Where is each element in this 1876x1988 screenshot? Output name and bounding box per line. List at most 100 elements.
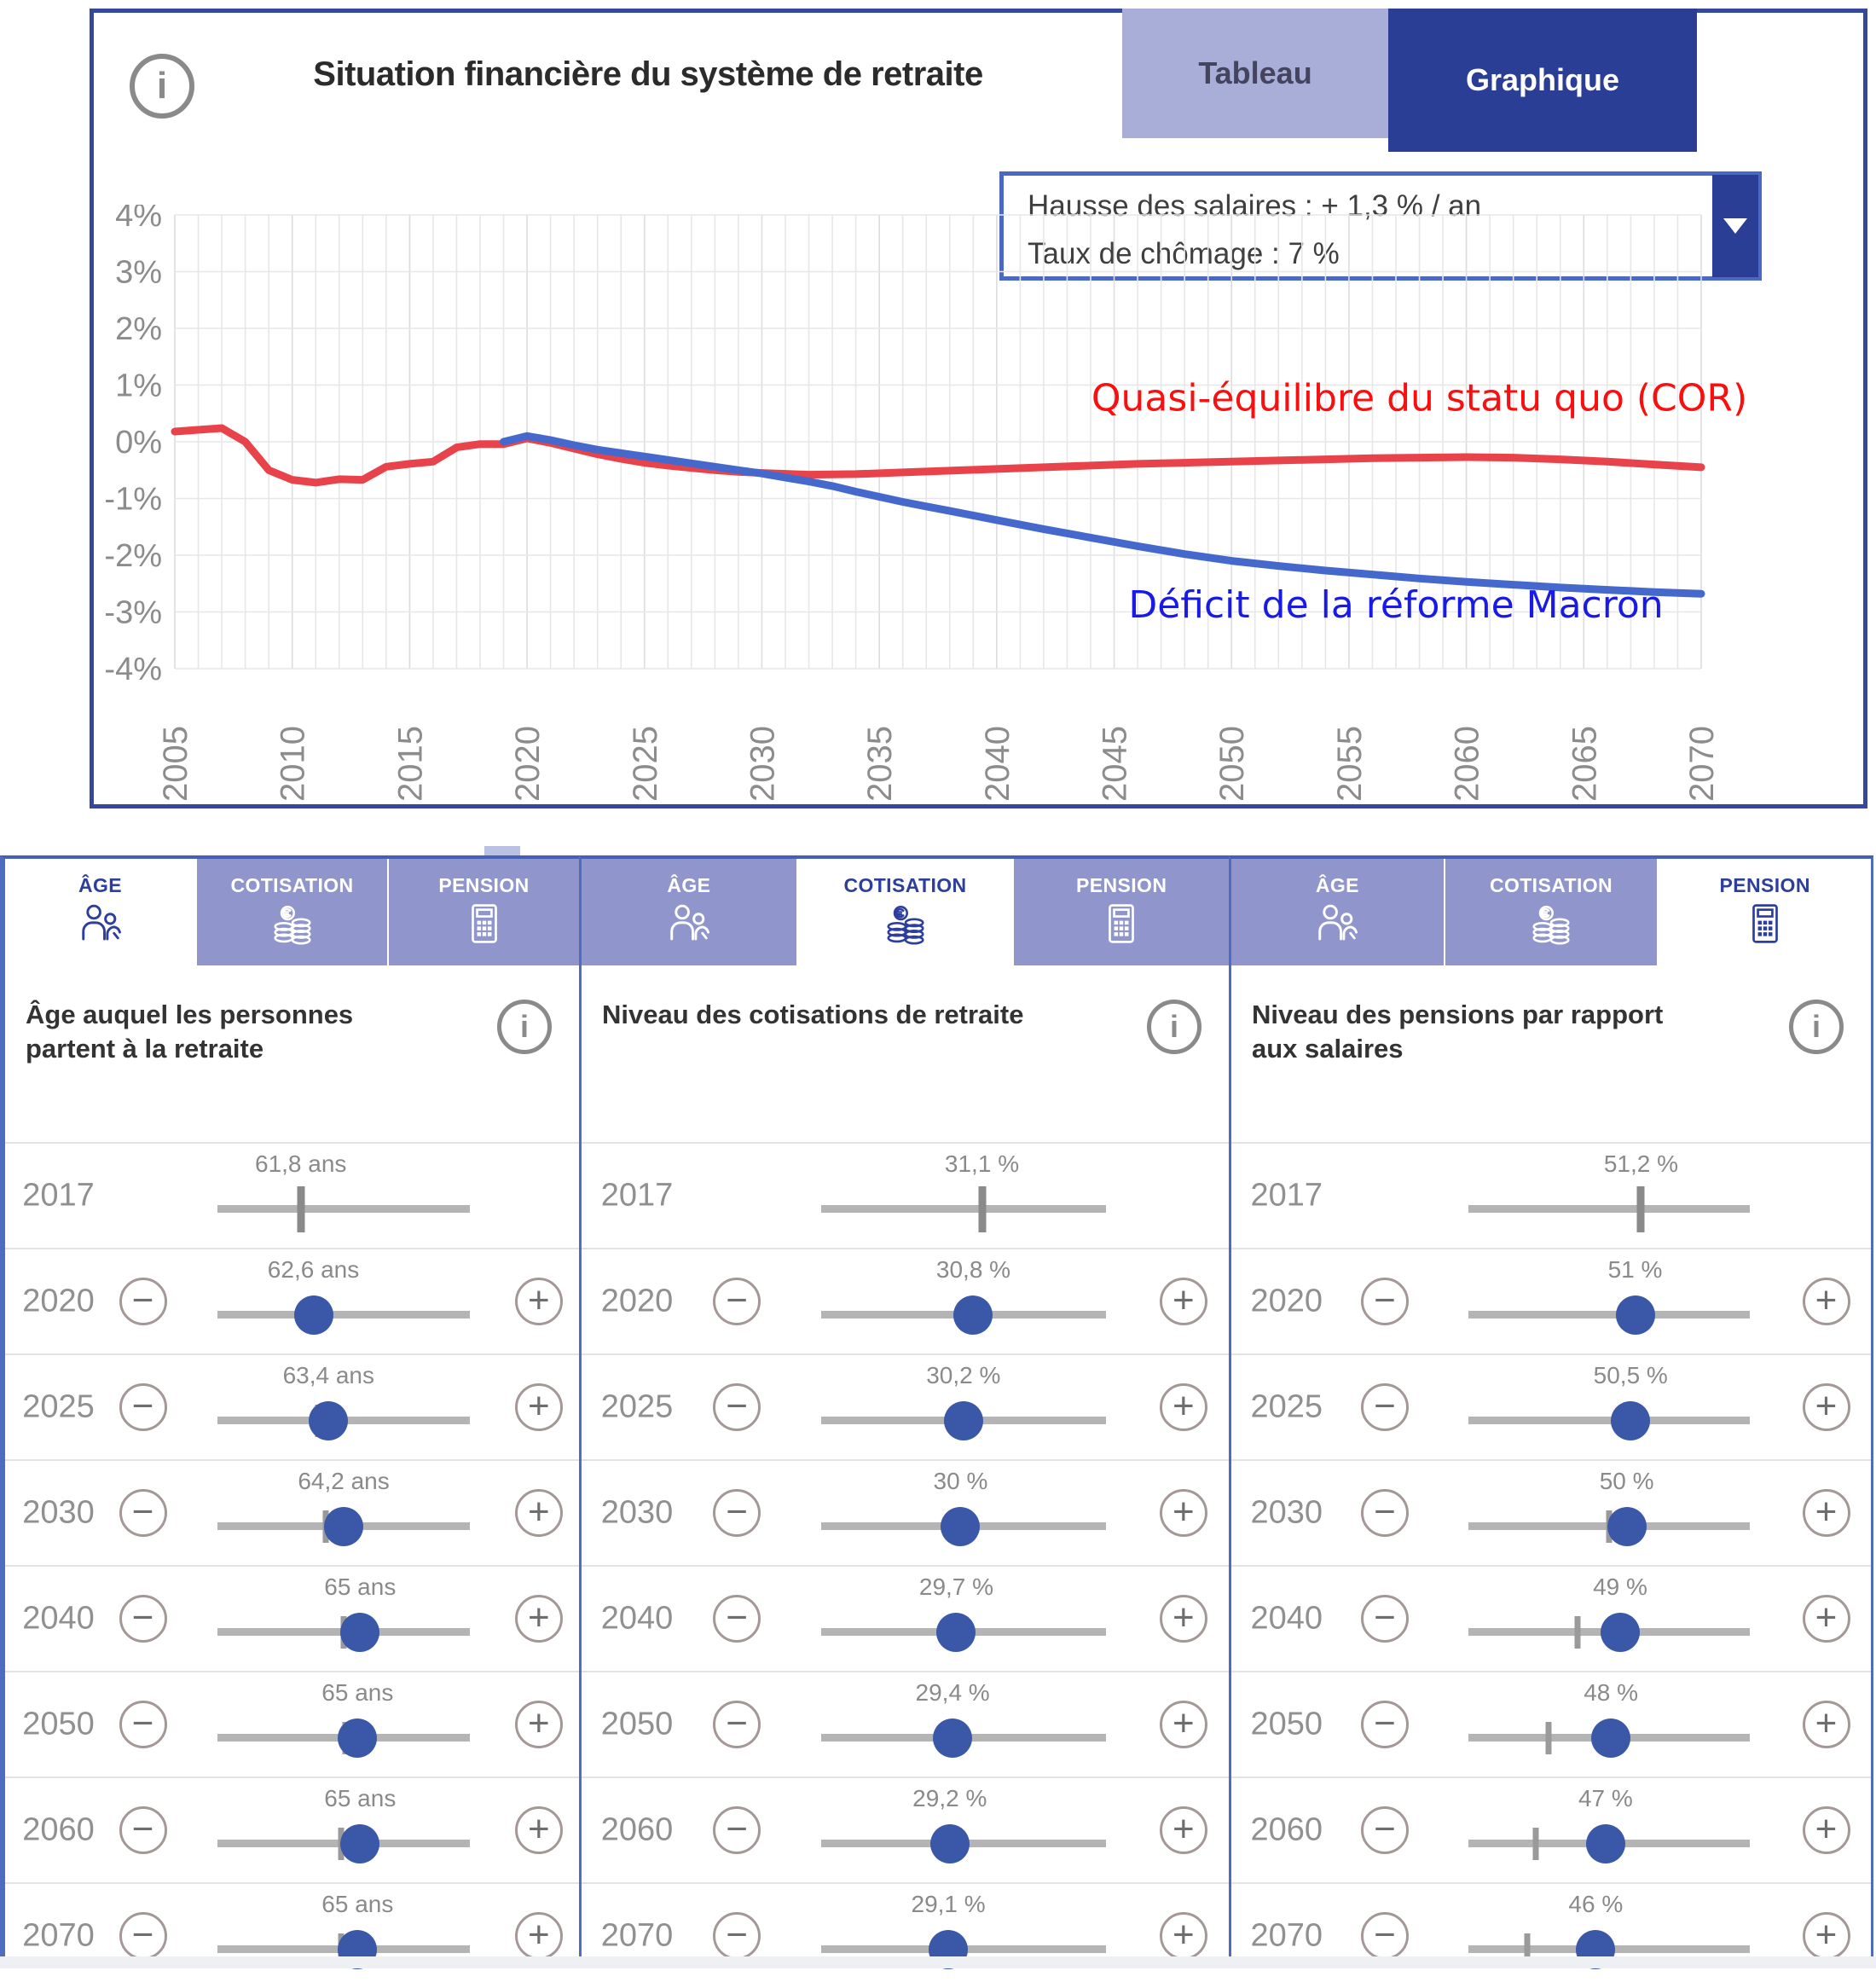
slider[interactable]: 47 %	[1468, 1778, 1750, 1882]
slider[interactable]: 29,2 %	[820, 1778, 1106, 1882]
decrease-button[interactable]: −	[119, 1489, 167, 1537]
increase-button[interactable]: +	[514, 1489, 563, 1537]
decrease-button[interactable]: −	[1361, 1383, 1409, 1431]
decrease-button[interactable]: −	[713, 1489, 761, 1537]
tab-pension[interactable]: PENSION	[1659, 859, 1872, 965]
slider-thumb[interactable]	[340, 1824, 380, 1863]
slider[interactable]: 65 ans	[217, 1672, 471, 1776]
tab-tableau[interactable]: Tableau	[1122, 9, 1388, 138]
info-icon[interactable]: i	[1789, 1000, 1844, 1054]
increase-button[interactable]: +	[1802, 1701, 1850, 1748]
increase-button[interactable]: +	[1159, 1595, 1207, 1643]
decrease-button[interactable]: −	[713, 1595, 761, 1643]
tab-graphique[interactable]: Graphique	[1388, 9, 1697, 152]
slider[interactable]: 30 %	[820, 1461, 1106, 1565]
slider[interactable]: 51 %	[1468, 1249, 1750, 1353]
decrease-button[interactable]: −	[1361, 1912, 1409, 1960]
increase-button[interactable]: +	[514, 1912, 563, 1960]
decrease-button[interactable]: −	[713, 1912, 761, 1960]
horizontal-scrollbar-thumb[interactable]	[484, 846, 520, 856]
slider-thumb[interactable]	[1615, 1295, 1655, 1335]
scenario-select[interactable]: Hausse des salaires : + 1,3 % / an Taux …	[999, 171, 1762, 281]
slider[interactable]: 31,1 %	[820, 1144, 1106, 1248]
decrease-button[interactable]: −	[119, 1595, 167, 1643]
slider[interactable]: 65 ans	[217, 1778, 471, 1882]
decrease-button[interactable]: −	[713, 1383, 761, 1431]
slider-track[interactable]	[1468, 1311, 1750, 1319]
tab-age[interactable]: ÂGE	[1231, 859, 1445, 965]
slider[interactable]: 29,4 %	[820, 1672, 1106, 1776]
decrease-button[interactable]: −	[119, 1701, 167, 1748]
tab-cotisation[interactable]: COTISATION	[1445, 859, 1659, 965]
slider-thumb[interactable]	[1611, 1401, 1651, 1440]
slider-thumb[interactable]	[340, 1613, 380, 1652]
slider[interactable]: 51,2 %	[1468, 1144, 1750, 1248]
tab-cotisation[interactable]: COTISATION	[797, 859, 1015, 965]
increase-button[interactable]: +	[1159, 1278, 1207, 1325]
decrease-button[interactable]: −	[1361, 1701, 1409, 1748]
slider-thumb[interactable]	[941, 1507, 981, 1546]
decrease-button[interactable]: −	[1361, 1489, 1409, 1537]
increase-button[interactable]: +	[514, 1383, 563, 1431]
increase-button[interactable]: +	[1802, 1595, 1850, 1643]
tab-cotisation[interactable]: COTISATION	[197, 859, 389, 965]
slider[interactable]: 50 %	[1468, 1461, 1750, 1565]
slider-thumb[interactable]	[943, 1401, 983, 1440]
decrease-button[interactable]: −	[713, 1806, 761, 1854]
slider-thumb[interactable]	[1607, 1507, 1647, 1546]
tab-pension[interactable]: PENSION	[1014, 859, 1230, 965]
slider-thumb[interactable]	[936, 1613, 976, 1652]
slider[interactable]: 65 ans	[217, 1884, 471, 1988]
slider[interactable]: 61,8 ans	[217, 1144, 471, 1248]
slider-thumb[interactable]	[293, 1295, 333, 1335]
slider-track[interactable]	[1468, 1205, 1750, 1213]
chevron-down-icon[interactable]	[1712, 175, 1758, 277]
increase-button[interactable]: +	[514, 1278, 563, 1325]
increase-button[interactable]: +	[1159, 1912, 1207, 1960]
decrease-button[interactable]: −	[713, 1701, 761, 1748]
increase-button[interactable]: +	[1159, 1383, 1207, 1431]
increase-button[interactable]: +	[1159, 1701, 1207, 1748]
increase-button[interactable]: +	[514, 1701, 563, 1748]
decrease-button[interactable]: −	[119, 1912, 167, 1960]
slider-thumb[interactable]	[1576, 1930, 1616, 1969]
slider-thumb[interactable]	[929, 1930, 969, 1969]
decrease-button[interactable]: −	[713, 1278, 761, 1325]
increase-button[interactable]: +	[1802, 1383, 1850, 1431]
slider[interactable]: 29,1 %	[820, 1884, 1106, 1988]
increase-button[interactable]: +	[1159, 1806, 1207, 1854]
decrease-button[interactable]: −	[1361, 1806, 1409, 1854]
info-icon[interactable]: i	[1147, 1000, 1201, 1054]
decrease-button[interactable]: −	[119, 1383, 167, 1431]
slider[interactable]: 64,2 ans	[217, 1461, 471, 1565]
slider-track[interactable]	[1468, 1417, 1750, 1424]
slider-track[interactable]	[820, 1205, 1106, 1213]
decrease-button[interactable]: −	[119, 1278, 167, 1325]
increase-button[interactable]: +	[1159, 1489, 1207, 1537]
slider[interactable]: 62,6 ans	[217, 1249, 471, 1353]
increase-button[interactable]: +	[1802, 1489, 1850, 1537]
slider-thumb[interactable]	[1591, 1718, 1631, 1758]
slider[interactable]: 30,2 %	[820, 1355, 1106, 1459]
slider[interactable]: 46 %	[1468, 1884, 1750, 1988]
increase-button[interactable]: +	[514, 1595, 563, 1643]
increase-button[interactable]: +	[1802, 1806, 1850, 1854]
slider-thumb[interactable]	[1585, 1824, 1625, 1863]
tab-age[interactable]: ÂGE	[582, 859, 798, 965]
info-icon[interactable]: i	[130, 54, 194, 119]
slider[interactable]: 65 ans	[217, 1567, 471, 1671]
slider-thumb[interactable]	[933, 1718, 973, 1758]
slider[interactable]: 63,4 ans	[217, 1355, 471, 1459]
increase-button[interactable]: +	[514, 1806, 563, 1854]
tab-pension[interactable]: PENSION	[389, 859, 579, 965]
slider-track[interactable]	[217, 1205, 471, 1213]
slider-thumb[interactable]	[338, 1718, 378, 1758]
slider-thumb[interactable]	[953, 1295, 993, 1335]
increase-button[interactable]: +	[1802, 1912, 1850, 1960]
slider-thumb[interactable]	[309, 1401, 349, 1440]
info-icon[interactable]: i	[497, 1000, 552, 1054]
slider-track[interactable]	[217, 1311, 471, 1319]
slider-thumb[interactable]	[1601, 1613, 1641, 1652]
decrease-button[interactable]: −	[119, 1806, 167, 1854]
slider[interactable]: 48 %	[1468, 1672, 1750, 1776]
